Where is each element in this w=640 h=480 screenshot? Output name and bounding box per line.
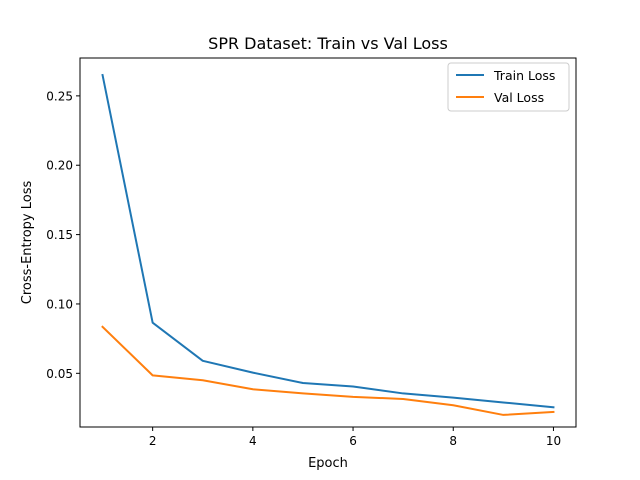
series-layer [101, 73, 555, 416]
data-point-val-loss [202, 379, 204, 381]
y-tick-label: 0.20 [46, 159, 73, 173]
data-point-train-loss [202, 360, 204, 362]
data-point-train-loss [552, 406, 554, 408]
legend: Train Loss Val Loss [447, 62, 570, 112]
y-axis: 0.05 0.10 0.15 0.20 0.25 [46, 89, 80, 381]
data-point-train-loss [152, 322, 154, 324]
data-point-train-loss [452, 397, 454, 399]
legend-label-val-loss: Val Loss [494, 90, 544, 105]
data-point-val-loss [252, 388, 254, 390]
data-point-val-loss [302, 392, 304, 394]
data-point-train-loss [102, 74, 104, 76]
chart-title: SPR Dataset: Train vs Val Loss [208, 34, 448, 53]
series-line-train-loss [101, 73, 555, 409]
plot-area [79, 57, 577, 428]
y-tick-label: 0.10 [46, 297, 73, 311]
y-axis-label: Cross-Entropy Loss [20, 181, 35, 305]
x-tick-label: 10 [546, 434, 561, 448]
y-tick-label: 0.15 [46, 228, 73, 242]
data-point-train-loss [502, 401, 504, 403]
x-tick-label: 6 [349, 434, 357, 448]
series-line-val-loss [101, 325, 555, 416]
y-tick-label: 0.25 [46, 89, 73, 103]
x-tick-label: 8 [449, 434, 457, 448]
data-point-val-loss [452, 404, 454, 406]
data-point-val-loss [402, 398, 404, 400]
data-point-val-loss [502, 414, 504, 416]
x-tick-label: 4 [249, 434, 257, 448]
x-tick-label: 2 [149, 434, 157, 448]
data-point-train-loss [302, 382, 304, 384]
data-point-train-loss [352, 385, 354, 387]
data-point-train-loss [402, 392, 404, 394]
data-point-val-loss [552, 411, 554, 413]
x-axis: 2 4 6 8 10 [149, 427, 561, 448]
x-axis-label: Epoch [308, 456, 348, 471]
legend-label-train-loss: Train Loss [493, 68, 555, 83]
data-point-val-loss [152, 374, 154, 376]
data-point-train-loss [252, 372, 254, 374]
data-point-val-loss [352, 396, 354, 398]
data-point-val-loss [102, 326, 104, 328]
y-tick-label: 0.05 [46, 367, 73, 381]
